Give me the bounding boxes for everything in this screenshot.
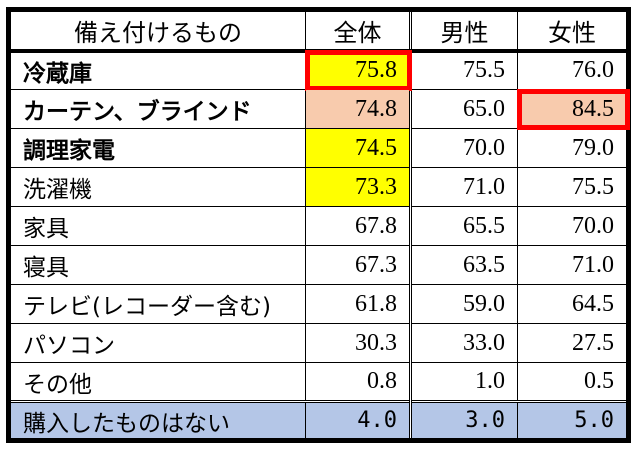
row-label: 寝具	[8, 245, 306, 285]
table-row: 冷蔵庫 75.8 75.5 76.0	[8, 49, 629, 91]
value-total: 4.0	[305, 400, 411, 441]
table-row: 寝具 67.3 63.5 71.0	[8, 245, 629, 285]
header-total: 全体	[305, 9, 411, 53]
value-total: 30.3	[305, 323, 411, 363]
value-male: 59.0	[409, 284, 518, 324]
table-row: テレビ(レコーダー含む) 61.8 59.0 64.5	[8, 284, 629, 324]
value-total: 74.5	[305, 128, 411, 168]
value-total: 67.3	[305, 245, 411, 285]
value-female: 76.0	[517, 50, 629, 90]
row-label: 洗濯機	[8, 167, 306, 207]
value-male: 70.0	[409, 128, 518, 168]
value-male: 75.5	[409, 50, 518, 90]
value-female: 70.0	[517, 206, 629, 246]
value-total: 75.8	[304, 49, 412, 91]
table-row: カーテン、ブラインド 74.8 65.0 84.5	[8, 88, 630, 130]
row-label: 購入したものはない	[8, 400, 306, 441]
value-total: 74.8	[305, 89, 411, 129]
row-label: カーテン、ブラインド	[8, 89, 306, 129]
row-label: その他	[8, 362, 306, 402]
value-female: 5.0	[517, 400, 629, 441]
row-label: テレビ(レコーダー含む)	[8, 284, 306, 324]
table-row: 家具 67.8 65.5 70.0	[8, 206, 629, 246]
value-male: 65.5	[409, 206, 518, 246]
value-female: 75.5	[517, 167, 629, 207]
row-label: 冷蔵庫	[8, 50, 306, 90]
value-male: 71.0	[409, 167, 518, 207]
row-label: 家具	[8, 206, 306, 246]
table-row: 調理家電 74.5 70.0 79.0	[8, 128, 629, 168]
value-female: 84.5	[516, 88, 630, 130]
row-label: 調理家電	[8, 128, 306, 168]
value-male: 33.0	[409, 323, 518, 363]
value-female: 27.5	[517, 323, 629, 363]
value-female: 79.0	[517, 128, 629, 168]
value-female: 0.5	[517, 362, 629, 402]
row-label: パソコン	[8, 323, 306, 363]
table-row: 購入したものはない 4.0 3.0 5.0	[8, 400, 629, 441]
header-item: 備え付けるもの	[8, 9, 306, 53]
header-male: 男性	[409, 9, 518, 53]
table-row: 洗濯機 73.3 71.0 75.5	[8, 167, 629, 207]
value-male: 65.0	[409, 89, 518, 129]
table-row: その他 0.8 1.0 0.5	[8, 362, 629, 402]
value-total: 73.3	[305, 167, 411, 207]
furnishings-table: 備え付けるもの 全体 男性 女性 冷蔵庫 75.8 75.5 76.0 カーテン、ブライ…	[6, 7, 631, 443]
table-row: パソコン 30.3 33.0 27.5	[8, 323, 629, 363]
value-male: 3.0	[409, 400, 518, 441]
value-total: 61.8	[305, 284, 411, 324]
value-total: 67.8	[305, 206, 411, 246]
header-female: 女性	[517, 9, 629, 53]
header-row: 備え付けるもの 全体 男性 女性	[8, 9, 629, 53]
value-female: 71.0	[517, 245, 629, 285]
value-male: 1.0	[409, 362, 518, 402]
value-total: 0.8	[305, 362, 411, 402]
value-male: 63.5	[409, 245, 518, 285]
value-female: 64.5	[517, 284, 629, 324]
